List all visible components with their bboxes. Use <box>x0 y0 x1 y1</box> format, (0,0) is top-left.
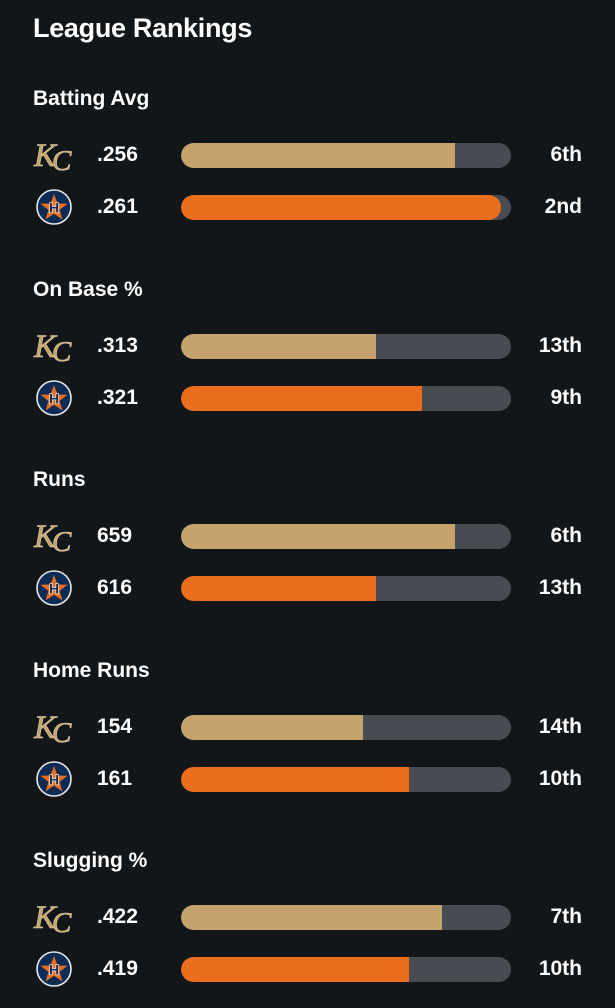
league-rank: 13th <box>538 333 582 357</box>
svg-text:C: C <box>52 717 72 745</box>
league-rank: 13th <box>538 576 582 599</box>
stat-value: 659 <box>97 524 133 547</box>
astros-logo-icon: H <box>32 570 76 606</box>
rank-bar-fill <box>181 576 376 601</box>
section-title: On Base % <box>33 277 143 301</box>
astros-logo-icon: H <box>32 951 76 987</box>
team-stat-row-hou: H 161 10th <box>0 759 615 799</box>
svg-text:K: K <box>33 710 58 745</box>
stat-value: 616 <box>97 576 133 599</box>
rank-bar-track <box>181 524 511 549</box>
svg-text:H: H <box>49 390 59 406</box>
svg-text:K: K <box>33 138 58 173</box>
team-stat-row-kc: K C 154 14th <box>0 707 615 749</box>
team-stat-row-hou: H 616 13th <box>0 568 615 608</box>
stat-section: Runs K C 659 6th H 616 13th <box>0 467 615 627</box>
team-stat-row-kc: K C 659 6th <box>0 516 615 559</box>
section-title: Runs <box>33 468 86 491</box>
rank-bar-fill <box>181 524 455 549</box>
stat-value: .313 <box>97 333 138 357</box>
astros-logo-icon: H <box>32 189 76 225</box>
rank-bar-track <box>181 385 511 411</box>
rank-bar-track <box>181 576 511 601</box>
rank-bar-track <box>181 333 511 359</box>
svg-text:K: K <box>33 900 58 935</box>
rank-bar-fill <box>181 766 409 792</box>
rank-bar-fill <box>181 385 422 411</box>
league-rank: 10th <box>538 957 582 980</box>
team-stat-row-kc: K C .256 6th <box>0 135 615 178</box>
stat-section: Batting Avg K C .256 6th H .261 2nd <box>0 86 615 246</box>
league-rank: 6th <box>550 524 583 547</box>
rank-bar-track <box>181 957 511 982</box>
rank-bar-track <box>181 766 511 792</box>
stat-value: 154 <box>97 714 133 738</box>
stat-value: .422 <box>97 905 138 928</box>
league-rank: 10th <box>538 766 582 790</box>
stat-section: Home Runs K C 154 14th H 161 10th <box>0 658 615 818</box>
team-stat-row-hou: H .419 10th <box>0 949 615 989</box>
rank-bar-fill <box>181 957 409 982</box>
league-rank: 6th <box>550 143 583 166</box>
page-title: League Rankings <box>33 13 253 43</box>
svg-text:H: H <box>49 962 59 978</box>
rank-bar-track <box>181 905 511 930</box>
rank-bar-fill <box>181 195 502 220</box>
team-stat-row-hou: H .261 2nd <box>0 187 615 227</box>
section-title: Slugging % <box>33 849 148 872</box>
rank-bar-fill <box>181 905 442 930</box>
section-title: Home Runs <box>33 658 150 682</box>
rank-bar-track <box>181 143 511 168</box>
svg-text:K: K <box>33 519 58 554</box>
stat-value: 161 <box>97 766 133 790</box>
svg-text:C: C <box>52 526 72 554</box>
astros-logo-icon: H <box>32 379 76 416</box>
team-stat-row-kc: K C .313 13th <box>0 326 615 368</box>
team-stat-row-kc: K C .422 7th <box>0 897 615 940</box>
league-rank: 14th <box>538 714 582 738</box>
team-stat-row-hou: H .321 9th <box>0 378 615 418</box>
section-title: Batting Avg <box>33 87 150 110</box>
league-rank: 7th <box>550 905 583 928</box>
stat-section: Slugging % K C .422 7th H .419 10th <box>0 848 615 1008</box>
stat-value: .419 <box>97 957 138 980</box>
rank-bar-fill <box>181 143 455 168</box>
svg-text:H: H <box>49 581 59 597</box>
svg-text:C: C <box>52 907 72 935</box>
league-rank: 9th <box>550 385 583 409</box>
svg-text:K: K <box>33 329 58 364</box>
astros-logo-icon: H <box>32 760 76 797</box>
stat-value: .256 <box>97 143 138 166</box>
svg-text:C: C <box>52 336 72 364</box>
svg-text:H: H <box>49 200 59 216</box>
stat-section: On Base % K C .313 13th H .321 9th <box>0 277 615 437</box>
rank-bar-fill <box>181 714 363 740</box>
league-rank: 2nd <box>544 195 582 218</box>
svg-text:C: C <box>52 145 72 173</box>
rank-bar-fill <box>181 333 376 359</box>
rank-bar-track <box>181 714 511 740</box>
stat-value: .321 <box>97 385 138 409</box>
rank-bar-track <box>181 195 511 220</box>
svg-text:H: H <box>49 771 59 787</box>
stat-value: .261 <box>97 195 138 218</box>
